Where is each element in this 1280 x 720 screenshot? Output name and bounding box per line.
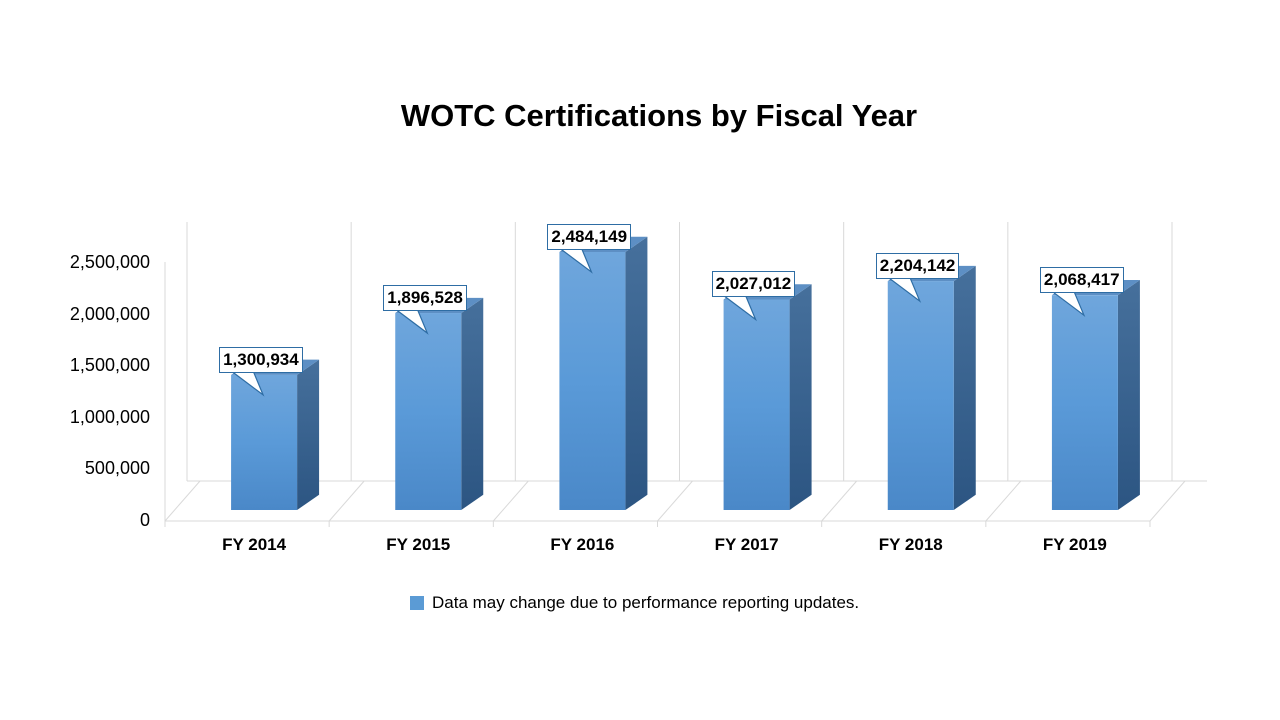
chart-title: WOTC Certifications by Fiscal Year [400,98,918,133]
data-label: 2,027,012 [711,271,796,298]
x-tick-label: FY 2018 [878,535,943,554]
x-tick-label: FY 2017 [714,535,779,554]
x-tick-label: FY 2016 [550,535,615,554]
y-tick-label: 0 [139,510,150,530]
bar [395,297,484,510]
data-label: 2,484,149 [547,224,632,250]
legend-swatch [410,596,424,610]
x-tick-label: FY 2014 [222,535,287,554]
legend: Data may change due to performance repor… [410,593,859,613]
y-tick-label: 1,500,000 [69,355,150,376]
x-tick-label: FY 2015 [386,535,451,554]
data-label: 2,068,417 [1039,267,1124,294]
y-tick-label: 500,000 [84,458,150,479]
x-tick-label: FY 2019 [1042,535,1107,554]
data-label: 2,204,142 [875,253,960,280]
bar [887,265,976,510]
y-tick-label: 2,000,000 [69,303,150,324]
y-tick-label: 1,000,000 [69,406,150,427]
legend-label: Data may change due to performance repor… [432,593,860,612]
bar [559,236,648,511]
y-tick-label: 2,500,000 [69,252,150,272]
data-label: 1,896,528 [383,285,467,312]
data-label: 1,300,934 [219,346,303,373]
bar [1051,279,1140,510]
bar [231,359,320,510]
bar [723,284,812,510]
